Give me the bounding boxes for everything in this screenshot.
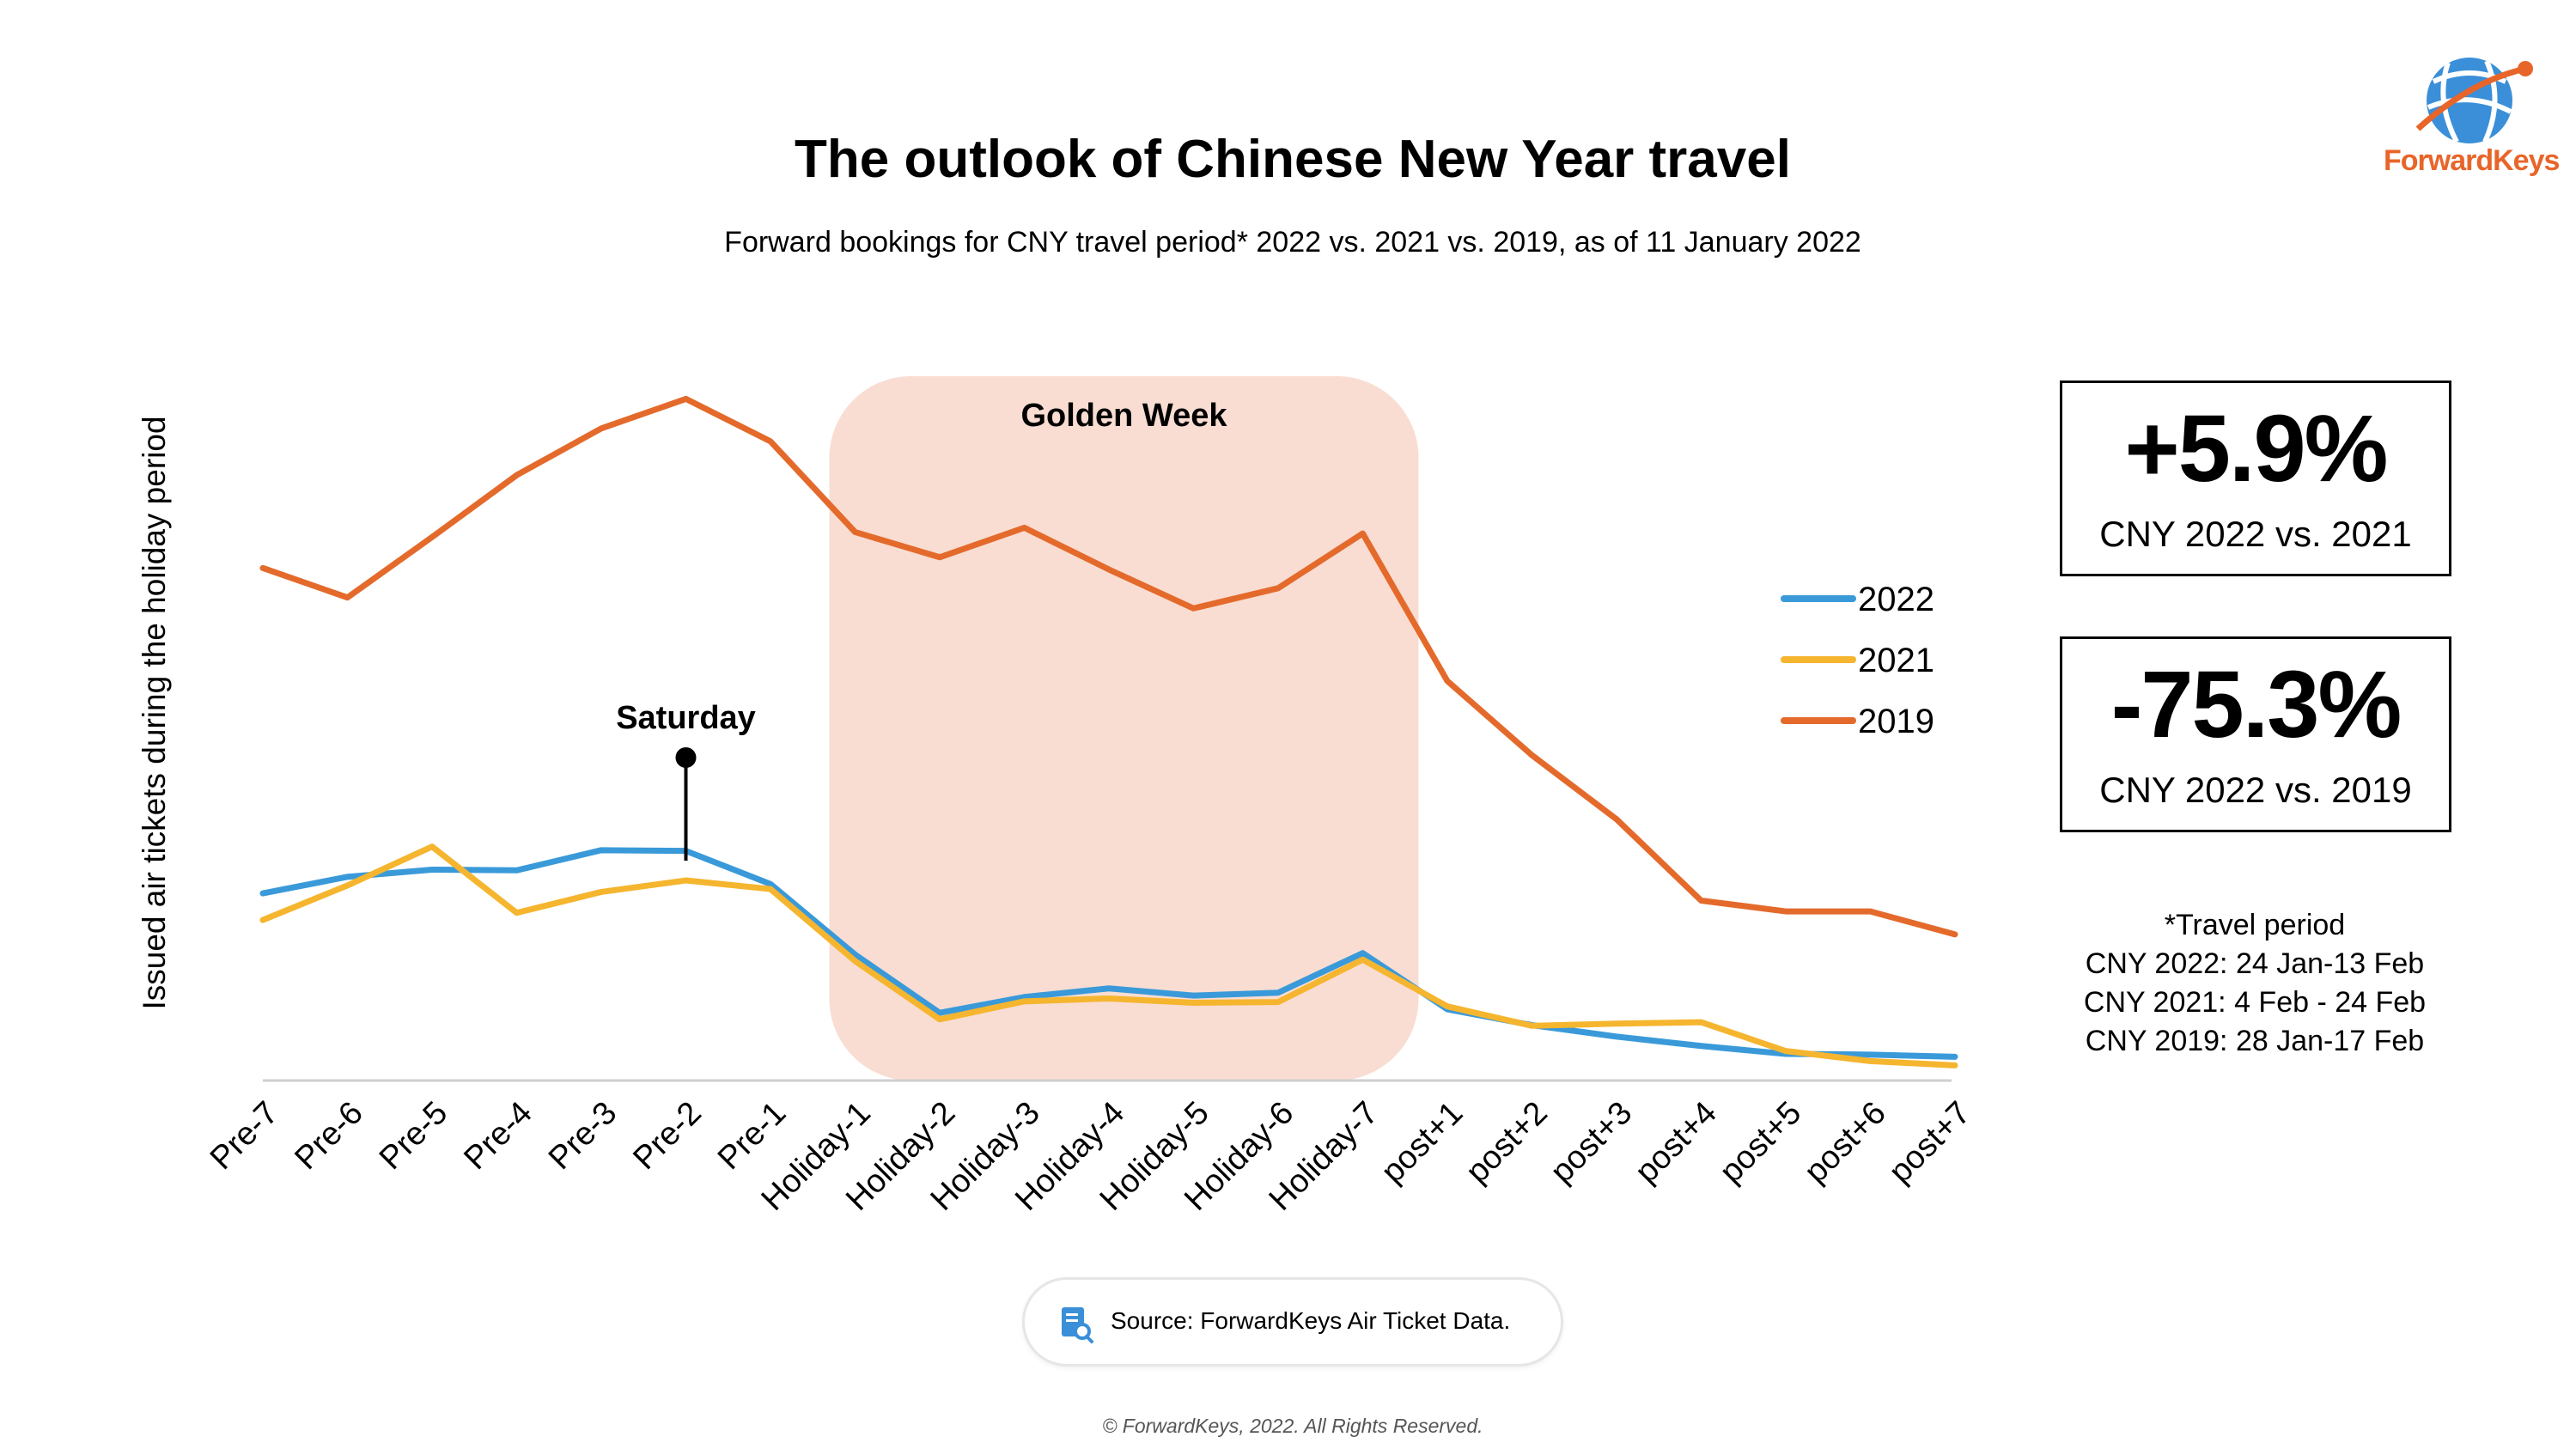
document-search-icon: [1062, 1307, 1093, 1343]
kpi-value: -75.3%: [2110, 652, 2402, 758]
source-pill: Source: ForwardKeys Air Ticket Data.: [1022, 1277, 1563, 1367]
x-tick-label: post+3: [1544, 1095, 1639, 1190]
series-line-2021: [259, 843, 1958, 1068]
x-tick-label: post+6: [1798, 1095, 1893, 1190]
x-tick-label: Pre-2: [626, 1095, 708, 1177]
legend-label-2021: 2021: [1858, 642, 1934, 679]
x-tick-label: post+2: [1459, 1095, 1555, 1190]
note-line: CNY 2021: 4 Feb - 24 Feb: [2083, 986, 2427, 1019]
copyright: © ForwardKeys, 2022. All Rights Reserved…: [1102, 1415, 1483, 1437]
kpi-box-vs-2019: -75.3% CNY 2022 vs. 2019: [2060, 636, 2451, 832]
kpi-box-vs-2021: +5.9% CNY 2022 vs. 2021: [2060, 381, 2451, 576]
x-tick-label: Pre-4: [457, 1095, 539, 1177]
golden-week-label: Golden Week: [1020, 398, 1227, 434]
kpi-label: CNY 2022 vs. 2021: [2099, 514, 2412, 554]
note-line: CNY 2019: 28 Jan-17 Feb: [2085, 1025, 2425, 1057]
kpi-label: CNY 2022 vs. 2019: [2099, 770, 2412, 810]
legend-label-2022: 2022: [1858, 581, 1934, 618]
travel-period-notes: *Travel period CNY 2022: 24 Jan-13 Feb C…: [2044, 906, 2465, 1061]
x-tick-label: Pre-5: [373, 1095, 454, 1177]
x-tick-label: post+7: [1882, 1095, 1977, 1190]
source-text: Source: ForwardKeys Air Ticket Data.: [1111, 1307, 1511, 1334]
x-tick-label: Pre-3: [542, 1095, 624, 1177]
kpi-value: +5.9%: [2124, 396, 2389, 502]
globe-logo-icon: [2415, 58, 2533, 143]
x-tick-label: post+5: [1713, 1095, 1808, 1190]
x-tick-label: post+1: [1374, 1095, 1470, 1190]
x-tick-label: Pre-6: [288, 1095, 369, 1177]
saturday-label: Saturday: [616, 700, 756, 736]
saturday-marker-dot: [675, 747, 697, 768]
x-tick-label: Pre-1: [711, 1095, 793, 1177]
x-tick-label: post+4: [1629, 1095, 1724, 1190]
legend-label-2019: 2019: [1858, 703, 1934, 740]
chart-subtitle: Forward bookings for CNY travel period* …: [724, 226, 1861, 259]
x-tick-label: Pre-7: [204, 1095, 285, 1177]
note-line: CNY 2022: 24 Jan-13 Feb: [2085, 947, 2425, 980]
golden-week-band: [829, 376, 1419, 1081]
note-line: *Travel period: [2164, 909, 2346, 941]
series-line-2022: [259, 847, 1958, 1060]
series-line-2019: [259, 395, 1958, 938]
logo-wordmark: ForwardKeys: [2384, 144, 2560, 177]
chart-title: The outlook of Chinese New Year travel: [795, 130, 1791, 189]
